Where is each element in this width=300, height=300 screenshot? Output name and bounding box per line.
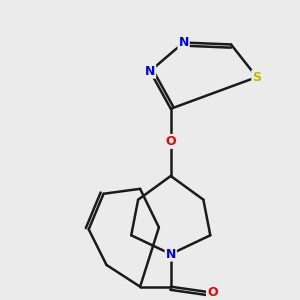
Text: N: N	[166, 248, 176, 261]
Text: O: O	[207, 286, 217, 299]
Text: O: O	[165, 135, 176, 148]
Text: S: S	[252, 70, 261, 84]
Text: N: N	[145, 65, 155, 78]
Text: N: N	[178, 36, 189, 49]
